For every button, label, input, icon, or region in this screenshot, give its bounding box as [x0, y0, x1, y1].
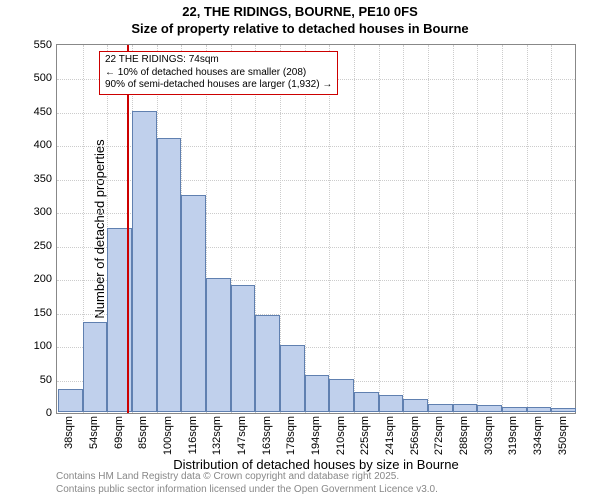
- x-tick-label: 132sqm: [211, 416, 223, 455]
- gridline-v: [527, 45, 528, 413]
- gridline-v: [354, 45, 355, 413]
- x-tick-label: 194sqm: [310, 416, 322, 455]
- histogram-bar: [551, 408, 576, 412]
- x-tick-label: 178sqm: [285, 416, 297, 455]
- histogram-bar: [132, 111, 157, 412]
- x-tick-label: 319sqm: [507, 416, 519, 455]
- gridline-v: [502, 45, 503, 413]
- gridline-v: [329, 45, 330, 413]
- y-tick-label: 50: [22, 374, 52, 386]
- y-tick-label: 0: [22, 407, 52, 419]
- gridline-v: [403, 45, 404, 413]
- histogram-bar: [453, 404, 478, 412]
- x-tick-label: 288sqm: [458, 416, 470, 455]
- histogram-bar: [527, 407, 552, 412]
- y-tick-label: 550: [22, 39, 52, 51]
- histogram-bar: [83, 322, 108, 412]
- histogram-bar: [354, 392, 379, 412]
- chart-area: Number of detached properties Distributi…: [56, 44, 576, 414]
- y-tick-label: 300: [22, 206, 52, 218]
- footer-line-1: Contains HM Land Registry data © Crown c…: [56, 471, 438, 484]
- gridline-v: [305, 45, 306, 413]
- chart-title-1: 22, THE RIDINGS, BOURNE, PE10 0FS: [0, 0, 600, 21]
- x-tick-label: 116sqm: [187, 416, 199, 454]
- histogram-bar: [502, 407, 527, 412]
- x-tick-label: 241sqm: [384, 416, 396, 455]
- gridline-v: [453, 45, 454, 413]
- y-tick-label: 350: [22, 173, 52, 185]
- x-tick-label: 272sqm: [433, 416, 445, 455]
- chart-title-2: Size of property relative to detached ho…: [0, 21, 600, 36]
- histogram-bar: [255, 315, 280, 412]
- histogram-bar: [231, 285, 256, 412]
- x-tick-label: 69sqm: [113, 416, 125, 449]
- histogram-bar: [329, 379, 354, 412]
- chart-container: 22, THE RIDINGS, BOURNE, PE10 0FS Size o…: [0, 0, 600, 500]
- gridline-v: [428, 45, 429, 413]
- y-tick-label: 400: [22, 139, 52, 151]
- gridline-v: [551, 45, 552, 413]
- histogram-bar: [206, 278, 231, 412]
- y-tick-label: 150: [22, 307, 52, 319]
- x-tick-label: 38sqm: [63, 416, 75, 449]
- gridline-v: [379, 45, 380, 413]
- histogram-bar: [280, 345, 305, 412]
- x-tick-label: 256sqm: [409, 416, 421, 455]
- x-axis-label: Distribution of detached houses by size …: [173, 457, 458, 472]
- x-tick-label: 210sqm: [335, 416, 347, 455]
- y-tick-label: 200: [22, 273, 52, 285]
- histogram-bar: [58, 389, 83, 412]
- footer-line-2: Contains public sector information licen…: [56, 484, 438, 497]
- histogram-bar: [403, 399, 428, 412]
- x-tick-label: 334sqm: [532, 416, 544, 455]
- x-tick-label: 225sqm: [359, 416, 371, 455]
- gridline-v: [477, 45, 478, 413]
- attribution-footer: Contains HM Land Registry data © Crown c…: [56, 471, 438, 496]
- x-tick-label: 100sqm: [162, 416, 174, 455]
- annot-line: ← 10% of detached houses are smaller (20…: [105, 67, 332, 80]
- reference-marker-line: [127, 45, 129, 413]
- x-tick-label: 85sqm: [137, 416, 149, 449]
- histogram-bar: [181, 195, 206, 412]
- plot-region: 22 THE RIDINGS: 74sqm← 10% of detached h…: [56, 44, 576, 414]
- x-tick-label: 54sqm: [88, 416, 100, 449]
- y-tick-label: 450: [22, 106, 52, 118]
- x-tick-label: 163sqm: [261, 416, 273, 455]
- histogram-bar: [477, 405, 502, 412]
- annot-line: 90% of semi-detached houses are larger (…: [105, 79, 332, 92]
- x-tick-label: 147sqm: [236, 416, 248, 455]
- annot-line: 22 THE RIDINGS: 74sqm: [105, 54, 332, 67]
- y-tick-label: 100: [22, 340, 52, 352]
- y-tick-label: 500: [22, 72, 52, 84]
- x-tick-label: 350sqm: [557, 416, 569, 455]
- histogram-bar: [157, 138, 182, 412]
- y-tick-label: 250: [22, 240, 52, 252]
- histogram-bar: [428, 404, 453, 412]
- x-tick-label: 303sqm: [483, 416, 495, 455]
- annotation-box: 22 THE RIDINGS: 74sqm← 10% of detached h…: [99, 51, 338, 95]
- histogram-bar: [379, 395, 404, 412]
- histogram-bar: [305, 375, 330, 412]
